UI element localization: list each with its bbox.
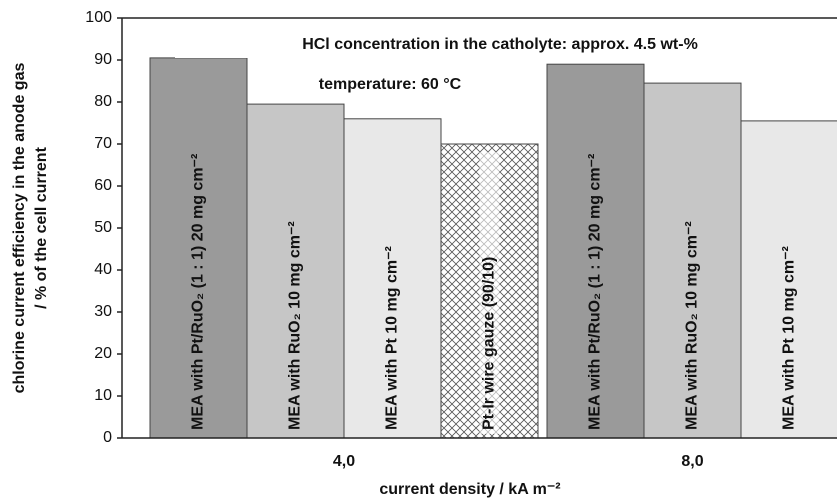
x-axis-label: current density / kA m⁻² (379, 481, 560, 498)
y-tick-label: 20 (94, 345, 112, 362)
annotation-bg (175, 32, 645, 58)
bar-label: Pt-Ir wire gauze (90/10) (481, 257, 498, 430)
y-tick-label: 80 (94, 93, 112, 110)
annotation: temperature: 60 °C (319, 76, 462, 93)
annotation: HCl concentration in the catholyte: appr… (302, 36, 698, 53)
y-tick-label: 60 (94, 177, 112, 194)
x-tick-label: 4,0 (333, 453, 355, 470)
y-tick-label: 10 (94, 387, 112, 404)
bar-label: MEA with RuO₂ 10 mg cm⁻² (684, 221, 701, 430)
bar (740, 120, 837, 439)
y-tick-label: 40 (94, 261, 112, 278)
bar-label: MEA with Pt/RuO₂ (1 : 1) 20 mg cm⁻² (190, 154, 207, 430)
bar (246, 103, 345, 439)
y-tick-label: 50 (94, 219, 112, 236)
y-tick-label: 0 (103, 429, 112, 446)
y-axis-label: / % of the cell current (33, 146, 50, 308)
bar (343, 118, 442, 439)
bar-label: MEA with Pt/RuO₂ (1 : 1) 20 mg cm⁻² (587, 154, 604, 430)
y-tick-label: 30 (94, 303, 112, 320)
label-bg (479, 152, 500, 434)
y-tick-label: 70 (94, 135, 112, 152)
bar (546, 63, 645, 439)
annotation-bg (270, 72, 505, 98)
bar-label: MEA with Pt 10 mg cm⁻² (384, 246, 401, 430)
y-tick-label: 90 (94, 51, 112, 68)
x-tick-label: 8,0 (681, 453, 703, 470)
bar-label: MEA with Pt 10 mg cm⁻² (781, 246, 798, 430)
y-tick-label: 100 (85, 9, 112, 26)
bar-label: MEA with RuO₂ 10 mg cm⁻² (287, 221, 304, 430)
bar (149, 57, 248, 439)
y-axis-label: chlorine current efficiency in the anode… (11, 63, 28, 394)
